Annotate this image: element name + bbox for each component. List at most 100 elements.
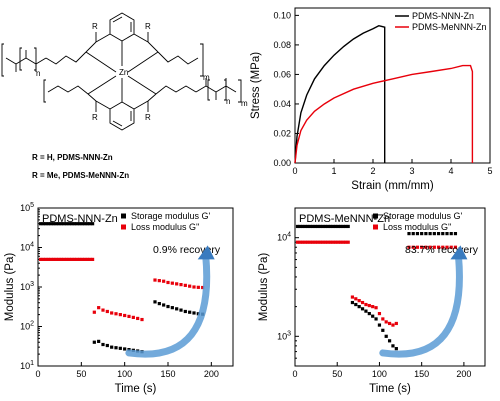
data-point-1 bbox=[97, 306, 101, 310]
data-point-0 bbox=[192, 311, 196, 315]
m-repeat-label-bottom: m bbox=[241, 99, 248, 108]
data-point-0 bbox=[377, 323, 382, 327]
data-point-0 bbox=[118, 346, 122, 350]
data-point-0 bbox=[420, 232, 424, 236]
data-point-1 bbox=[357, 299, 361, 303]
data-point-1 bbox=[136, 316, 140, 321]
data-point-0 bbox=[326, 224, 330, 229]
data-point-0 bbox=[328, 224, 333, 229]
data-point-0 bbox=[59, 222, 63, 226]
data-point-1 bbox=[384, 320, 388, 324]
data-point-0 bbox=[321, 224, 325, 229]
data-point-0 bbox=[341, 224, 345, 229]
data-point-1 bbox=[346, 240, 350, 244]
data-point-0 bbox=[360, 307, 365, 311]
data-point-1 bbox=[39, 257, 43, 261]
data-point-1 bbox=[424, 245, 428, 249]
data-point-1 bbox=[321, 240, 325, 244]
data-point-0 bbox=[391, 344, 395, 348]
data-point-1 bbox=[387, 321, 392, 326]
data-point-1 bbox=[175, 282, 179, 286]
data-point-0 bbox=[75, 222, 79, 226]
data-point-0 bbox=[308, 224, 312, 229]
data-point-1 bbox=[326, 240, 330, 244]
data-point-0 bbox=[367, 311, 371, 316]
data-point-1 bbox=[49, 257, 53, 261]
legend-marker-0 bbox=[373, 213, 378, 219]
x-tick-label: 0 bbox=[292, 369, 297, 379]
data-point-1 bbox=[91, 257, 95, 261]
x-tick-label: 150 bbox=[160, 369, 175, 379]
data-point-0 bbox=[97, 339, 101, 343]
data-point-1 bbox=[436, 245, 441, 249]
data-point-1 bbox=[70, 257, 74, 261]
data-point-1 bbox=[131, 315, 135, 319]
y-tick-label: 0.04 bbox=[273, 99, 291, 109]
data-point-1 bbox=[118, 313, 122, 317]
data-point-1 bbox=[52, 257, 56, 261]
y-tick-label: 105 bbox=[20, 202, 34, 213]
data-point-1 bbox=[449, 245, 453, 249]
structure-legend-line-1: R = H, PDMS-NNN-Zn bbox=[32, 153, 113, 162]
structure-drawing: Zn R R R R n m n m R = H, PDMS-NNN-Zn R … bbox=[1, 12, 248, 180]
x-tick-label: 1 bbox=[331, 166, 336, 176]
plot-frame bbox=[294, 7, 491, 164]
data-point-1 bbox=[85, 257, 89, 261]
data-point-1 bbox=[381, 317, 385, 321]
data-point-1 bbox=[354, 297, 358, 301]
x-tick-label: 200 bbox=[204, 369, 219, 379]
data-point-1 bbox=[301, 240, 305, 244]
recovery-arrow-head bbox=[197, 245, 215, 260]
data-point-0 bbox=[166, 304, 170, 309]
x-tick-label: 200 bbox=[456, 369, 471, 379]
y-axis-title: Stress (MPa) bbox=[250, 52, 262, 119]
data-point-1 bbox=[88, 257, 92, 261]
data-point-0 bbox=[407, 232, 411, 236]
data-point-0 bbox=[357, 305, 361, 309]
x-axis-title: Strain (mm/mm) bbox=[351, 180, 434, 192]
legend-label-0: Storage modulus G' bbox=[383, 211, 463, 221]
x-tick-label: 2 bbox=[370, 166, 375, 176]
data-point-0 bbox=[441, 232, 445, 236]
data-point-0 bbox=[83, 222, 87, 226]
data-point-1 bbox=[44, 257, 48, 261]
data-point-1 bbox=[344, 240, 348, 244]
n-repeat-label-bottom: n bbox=[226, 97, 230, 106]
data-point-1 bbox=[303, 240, 307, 244]
data-point-1 bbox=[62, 257, 66, 261]
x-tick-label: 150 bbox=[414, 369, 429, 379]
data-point-1 bbox=[123, 313, 127, 318]
data-point-1 bbox=[367, 303, 371, 308]
chemical-structure-panel: Zn R R R R n m n m R = H, PDMS-NNN-Zn R … bbox=[0, 0, 250, 200]
data-point-0 bbox=[153, 300, 157, 304]
r-group-label-1: R bbox=[92, 22, 98, 31]
data-point-1 bbox=[318, 240, 322, 244]
data-point-0 bbox=[157, 301, 161, 306]
data-point-1 bbox=[374, 306, 378, 310]
data-point-0 bbox=[318, 224, 322, 229]
plot-frame bbox=[294, 207, 486, 367]
structure-legend-line-2: R = Me, PDMS-MeNNN-Zn bbox=[32, 171, 129, 180]
data-point-1 bbox=[407, 245, 411, 249]
legend-label-1: Loss modulus G'' bbox=[383, 222, 452, 232]
data-point-1 bbox=[179, 283, 183, 287]
data-point-1 bbox=[331, 240, 335, 244]
data-point-1 bbox=[323, 240, 327, 244]
y-tick-label: 103 bbox=[20, 281, 34, 292]
recovery-arrow bbox=[125, 251, 211, 358]
data-point-0 bbox=[384, 334, 388, 338]
data-point-1 bbox=[59, 257, 63, 261]
data-point-1 bbox=[46, 257, 50, 261]
data-point-0 bbox=[344, 224, 348, 229]
data-point-1 bbox=[188, 284, 192, 288]
data-point-0 bbox=[339, 224, 343, 229]
data-point-1 bbox=[339, 240, 343, 244]
data-point-1 bbox=[72, 257, 76, 261]
data-point-1 bbox=[316, 240, 320, 244]
y-tick-label: 104 bbox=[277, 232, 291, 243]
data-point-0 bbox=[350, 300, 355, 305]
data-point-1 bbox=[391, 323, 395, 327]
data-point-0 bbox=[49, 222, 53, 226]
data-point-1 bbox=[105, 309, 109, 314]
data-point-0 bbox=[445, 232, 449, 236]
